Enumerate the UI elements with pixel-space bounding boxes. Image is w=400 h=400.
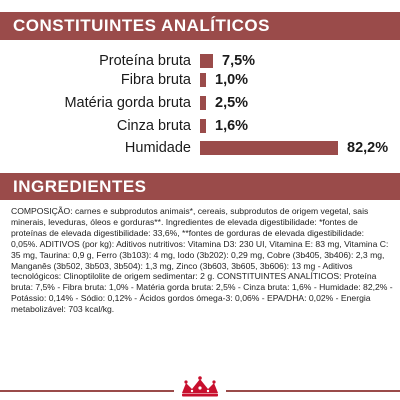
- analytic-value: 7,5%: [222, 53, 256, 69]
- analytic-bar: [200, 141, 338, 155]
- ingredients-header: INGREDIENTES: [0, 173, 400, 200]
- analytic-bar: [200, 54, 213, 68]
- analytic-label: Fibra bruta: [120, 72, 191, 88]
- footer-divider-left: [0, 390, 174, 392]
- analytic-label: Proteína bruta: [99, 53, 191, 69]
- analytic-value: 2,5%: [215, 95, 249, 111]
- analytic-label: Cinza bruta: [116, 118, 191, 134]
- footer-divider-right: [226, 390, 400, 392]
- analytic-row-fiber: Fibra bruta 1,0%: [0, 70, 400, 90]
- analytic-label: Matéria gorda bruta: [64, 95, 191, 111]
- crown-logo-icon: [182, 376, 218, 397]
- analytic-bar: [200, 119, 206, 133]
- analytic-bar: [200, 73, 206, 87]
- analytic-row-protein: Proteína bruta 7,5%: [0, 51, 400, 71]
- analytic-constituents-header: CONSTITUINTES ANALÍTICOS: [0, 12, 400, 40]
- analytic-row-ash: Cinza bruta 1,6%: [0, 116, 400, 136]
- analytic-constituents-title: CONSTITUINTES ANALÍTICOS: [13, 16, 270, 35]
- analytic-row-moisture: Humidade 82,2%: [0, 138, 400, 158]
- ingredients-title: INGREDIENTES: [13, 176, 147, 196]
- analytic-bar: [200, 96, 206, 110]
- analytic-row-fat: Matéria gorda bruta 2,5%: [0, 93, 400, 113]
- ingredients-text: COMPOSIÇÃO: carnes e subprodutos animais…: [11, 206, 393, 315]
- analytic-label: Humidade: [124, 140, 191, 156]
- analytic-value: 82,2%: [347, 140, 389, 156]
- analytic-value: 1,0%: [215, 72, 249, 88]
- analytic-value: 1,6%: [215, 118, 249, 134]
